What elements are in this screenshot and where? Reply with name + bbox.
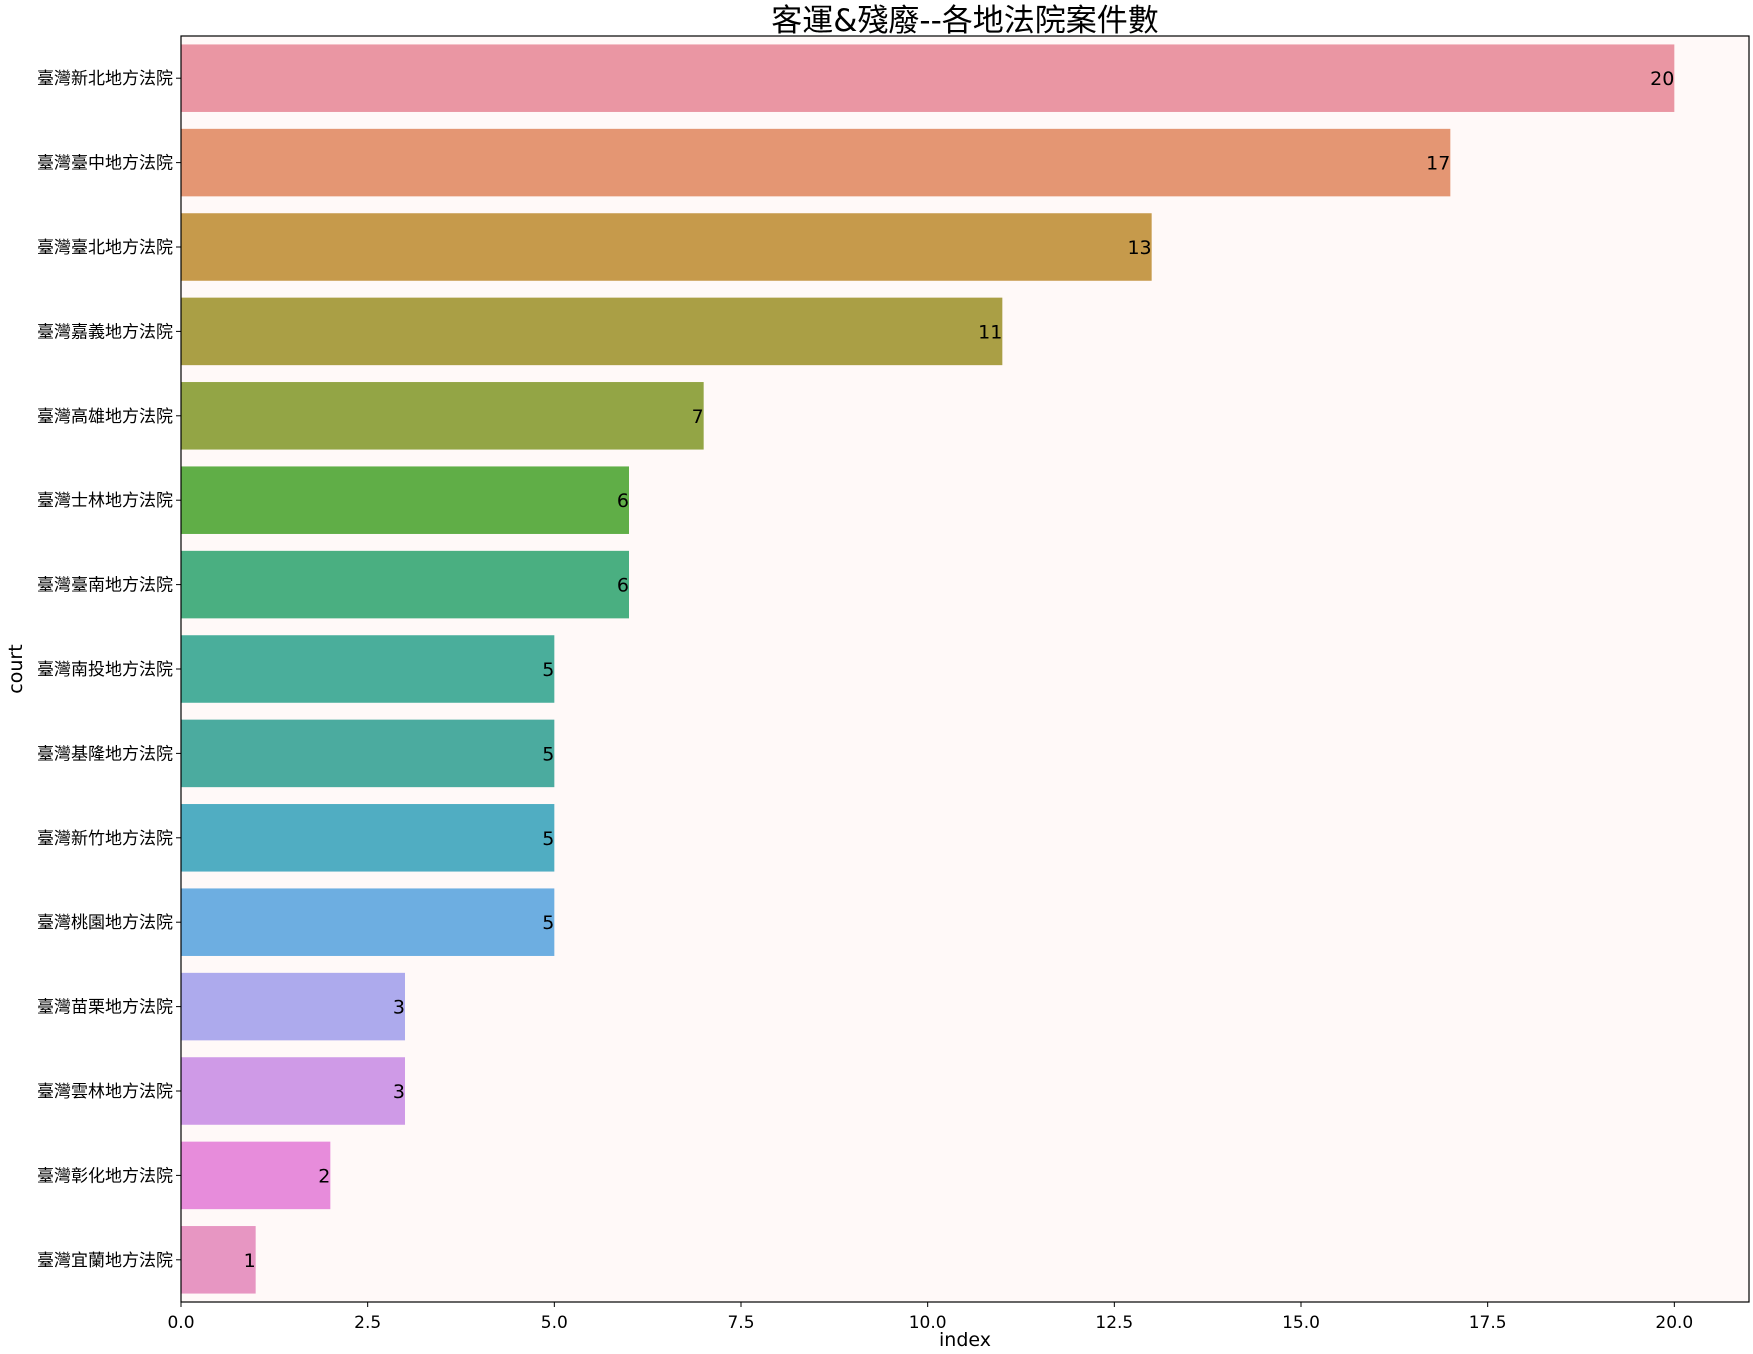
y-tick-label-4: 臺灣嘉義地方法院 [37,322,173,342]
y-tick-label-13: 臺灣雲林地方法院 [37,1082,173,1102]
bar-8 [181,635,555,703]
bar-value-label-7: 6 [617,575,629,597]
bar-2 [181,128,1451,197]
bar-12 [181,972,405,1041]
y-tick-label-11: 臺灣桃園地方法院 [37,913,173,933]
x-tick-label-8: 17.5 [1469,1313,1507,1333]
x-tick-label-4: 7.5 [727,1313,754,1333]
x-tick-label-7: 15.0 [1282,1313,1320,1333]
bar-14 [181,1141,331,1210]
bar-value-label-4: 11 [978,321,1002,343]
x-tick-label-6: 12.5 [1095,1313,1133,1333]
bar-3 [181,213,1152,281]
bar-value-label-12: 3 [393,997,405,1019]
y-tick-label-15: 臺灣宜蘭地方法院 [37,1251,173,1271]
bar-9 [181,719,555,788]
y-tick-label-3: 臺灣臺北地方法院 [37,238,173,258]
x-tick-label-1: 0.0 [167,1313,194,1333]
bar-value-label-1: 20 [1650,68,1674,90]
x-axis-label: index [939,1329,991,1350]
bar-value-label-8: 5 [542,659,554,681]
bar-value-label-13: 3 [393,1081,405,1103]
bar-value-label-3: 13 [1127,237,1151,259]
chart-title: 客運&殘廢--各地法院案件數 [771,3,1159,39]
y-tick-label-14: 臺灣彰化地方法院 [37,1166,173,1186]
y-tick-label-2: 臺灣臺中地方法院 [37,154,173,174]
x-tick-label-2: 2.5 [354,1313,381,1333]
bar-value-label-2: 17 [1426,153,1450,175]
bar-5 [181,382,704,450]
bar-value-label-11: 5 [542,912,554,934]
y-tick-label-10: 臺灣新竹地方法院 [37,829,173,849]
bar-1 [181,44,1675,112]
bar-value-label-9: 5 [542,743,554,765]
y-axis-label: court [5,644,27,693]
y-tick-label-5: 臺灣高雄地方法院 [37,407,173,427]
y-tick-label-6: 臺灣士林地方法院 [37,491,173,511]
bar-10 [181,804,555,872]
bar-value-label-10: 5 [542,828,554,850]
x-tick-label-3: 5.0 [541,1313,568,1333]
plot-frame [180,35,1750,1303]
y-tick-label-1: 臺灣新北地方法院 [37,69,173,89]
bars-layer: 20 17 13 11 7 6 6 5 5 5 5 3 3 2 1 [181,44,1675,1294]
bar-15 [181,1226,256,1294]
bar-6 [181,466,629,534]
bar-value-label-5: 7 [692,406,704,428]
bar-4 [181,297,1003,366]
y-tick-label-12: 臺灣苗栗地方法院 [37,998,173,1018]
y-tick-label-8: 臺灣南投地方法院 [37,660,173,680]
bar-value-label-15: 1 [244,1250,256,1272]
bar-7 [181,550,629,619]
bar-value-label-6: 6 [617,490,629,512]
bar-11 [181,888,555,956]
bar-value-label-14: 2 [318,1165,330,1187]
y-tick-label-9: 臺灣基隆地方法院 [37,744,173,764]
x-tick-label-9: 20.0 [1655,1313,1693,1333]
x-tick-label-5: 10.0 [909,1313,947,1333]
ticks-layer: 臺灣新北地方法院臺灣臺中地方法院臺灣臺北地方法院臺灣嘉義地方法院臺灣高雄地方法院… [37,69,1693,1333]
y-tick-label-7: 臺灣臺南地方法院 [37,576,173,596]
bar-13 [181,1057,405,1125]
